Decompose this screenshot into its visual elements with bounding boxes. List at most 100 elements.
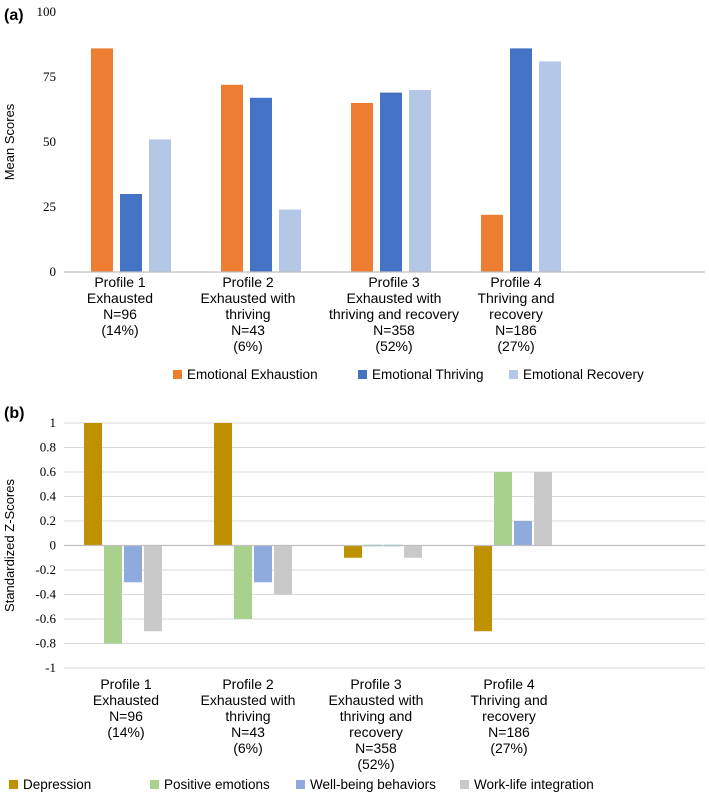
panel-b-category-label: Profile 2 Exhausted with thriving N=43 (6%) [201,676,296,756]
panel-b-category-label-line: recovery [482,708,536,724]
panel-b-chart: (b) 1 0.8 0.6 0.4 0.2 0 -0.2 -0.4 -0.6 -0.8 -1 Stand… [2,405,705,792]
panel-a-bar-emotional-thriving [510,48,532,273]
panel-a-category-label-line: (14%) [101,322,138,338]
panel-b-category-label-line: thriving [225,708,270,724]
panel-a-category-label-line: N=358 [373,322,415,338]
panel-b-bar-well-being-behaviors [124,545,142,583]
panel-b-legend-swatch [460,780,469,789]
panel-a-category-label-line: thriving and recovery [329,306,459,322]
panel-b-category-label: Profile 4 Thriving and recovery N=186 (27%) [470,676,547,756]
panel-a-y-axis-title: Mean Scores [2,103,17,180]
panel-a-legend-label: Emotional Thriving [372,367,484,382]
panel-a-category-label-line: Exhausted with [347,290,442,306]
panel-a-bar-emotional-exhaustion [221,84,243,272]
panel-b-legend-swatch [150,780,159,789]
panel-a-bar-emotional-recovery [539,61,561,273]
panel-b-category-label: Profile 3 Exhausted with thriving and recov… [329,676,424,772]
panel-b-category-label-line: (6%) [233,740,263,756]
panel-b-category-label-line: recovery [349,724,403,740]
panel-a-category-label-line: N=186 [495,322,537,338]
panel-b-y-tick-label: -0.4 [35,587,56,602]
panel-b-legend-label: Positive emotions [164,777,270,792]
panel-a-category-label-line: (27%) [497,338,534,354]
panel-b-label: (b) [4,405,24,422]
panel-b-bar-depression [474,545,492,632]
panel-b-category-label-line: N=186 [488,724,530,740]
panel-b-bar-work-life-integration [404,545,422,558]
panel-a-category-label-line: thriving [225,306,270,322]
panel-b-y-axis-title: Standardized Z-Scores [2,479,17,612]
panel-a-legend-swatch [173,370,182,379]
panel-a-y-tick-label: 0 [50,264,57,279]
panel-b-category-label-line: Profile 3 [350,676,402,692]
panel-b-category-label-line: Profile 1 [100,676,152,692]
panel-a-bar-emotional-exhaustion [481,214,503,272]
panel-a-legend-swatch [509,370,518,379]
panel-b-category-label-line: (14%) [107,724,144,740]
panel-a-bar-emotional-thriving [380,92,402,272]
panel-b-bar-depression [214,423,232,546]
panel-b-category-label-line: Profile 4 [483,676,535,692]
panel-a-category-label: Profile 4 Thriving and recovery N=186 (27%) [477,274,554,354]
panel-b-category-label-line: (27%) [490,740,527,756]
panel-a-category-label-line: N=43 [231,322,265,338]
panel-a-category-label-line: Thriving and [477,290,554,306]
panel-b-bar-well-being-behaviors [254,545,272,583]
panel-b-category-label-line: (52%) [357,756,394,772]
panel-a-bar-emotional-recovery [149,139,171,272]
panel-b-bar-work-life-integration [144,545,162,632]
panel-b-category-label-line: thriving and [340,708,412,724]
panel-b-y-tick-label: 0.2 [40,513,56,528]
panel-a-bar-emotional-exhaustion [351,103,373,272]
panel-b-bar-depression [84,423,102,546]
panel-b-y-tick-label: 0.4 [40,489,57,504]
panel-b-legend-label: Depression [23,777,91,792]
panel-b-category-label-line: Exhausted [93,692,159,708]
panel-b-category-label: Profile 1 Exhausted N=96 (14%) [93,676,159,740]
panel-b-bar-work-life-integration [274,545,292,595]
panel-b-category-label-line: N=43 [231,724,265,740]
panel-a-category-label-line: (52%) [375,338,412,354]
panel-a-bar-emotional-recovery [409,90,431,272]
panel-b-category-label-line: Exhausted with [329,692,424,708]
panel-a-legend-label: Emotional Exhaustion [187,367,318,382]
panel-b-legend-label: Work-life integration [474,777,594,792]
panel-b-y-tick-label: -1 [45,660,56,675]
panel-b-y-tick-label: 1 [50,415,57,430]
panel-b-y-tick-label: -0.2 [35,562,56,577]
panel-a-legend-label: Emotional Recovery [523,367,644,382]
panel-b-bar-well-being-behaviors [514,521,532,546]
panel-b-bar-positive-emotions [104,545,122,644]
panel-a-category-label-line: N=96 [103,306,137,322]
panel-a-bar-emotional-recovery [279,209,301,272]
panel-b-legend-swatch [296,780,305,789]
panel-b-y-tick-label: 0.6 [40,464,57,479]
panel-a-category-label: Profile 3 Exhausted with thriving and reco… [329,274,459,354]
panel-b-category-label-line: Thriving and [470,692,547,708]
panel-a-category-label-line: (6%) [233,338,263,354]
panel-a-y-tick-label: 25 [43,199,56,214]
panel-b-category-label-line: Exhausted with [201,692,296,708]
panel-b-y-tick-label: -0.8 [35,636,56,651]
panel-a-legend-swatch [358,370,367,379]
panel-b-category-label-line: N=96 [109,708,143,724]
panel-b-y-tick-label: 0 [50,538,57,553]
panel-b-legend-label: Well-being behaviors [310,777,436,792]
panel-a-label: (a) [4,7,24,24]
panel-a-category-label: Profile 1 Exhausted N=96 (14%) [87,274,153,338]
panel-b-bar-positive-emotions [494,472,512,546]
panel-a-category-label-line: Exhausted [87,290,153,306]
panel-a-category-label-line: Profile 3 [368,274,420,290]
panel-a-category-label: Profile 2 Exhausted with thriving N=43 (6%) [201,274,296,354]
panel-a-category-label-line: recovery [489,306,543,322]
panel-a-y-tick-label: 75 [43,69,56,84]
panel-a-category-label-line: Exhausted with [201,290,296,306]
panel-b-bar-work-life-integration [534,472,552,546]
panel-b-y-tick-label: -0.6 [35,611,56,626]
panel-a-category-label-line: Profile 2 [222,274,274,290]
panel-a-bar-emotional-thriving [250,97,272,272]
panel-a-bar-emotional-exhaustion [91,48,113,273]
panel-a-category-label-line: Profile 1 [94,274,146,290]
panel-b-y-tick-label: 0.8 [40,440,56,455]
